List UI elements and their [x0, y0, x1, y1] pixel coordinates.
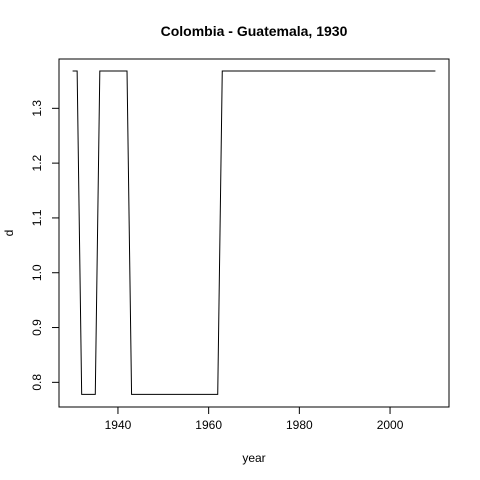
x-tick-label: 1980 [286, 418, 313, 432]
x-axis-label: year [242, 451, 265, 465]
y-tick-label: 1.0 [30, 264, 44, 281]
x-tick-label: 1940 [105, 418, 132, 432]
y-tick-label: 1.2 [30, 154, 44, 171]
y-axis: 0.8 0.9 1.0 1.1 1.2 1.3 [30, 100, 59, 391]
chart-title: Colombia - Guatemala, 1930 [161, 23, 348, 39]
y-tick-label: 0.8 [30, 374, 44, 391]
x-tick-label: 1960 [195, 418, 222, 432]
x-tick-label: 2000 [377, 418, 404, 432]
plot-frame [58, 58, 450, 408]
y-tick-label: 0.9 [30, 319, 44, 336]
y-tick-label: 1.1 [30, 209, 44, 226]
x-axis: 1940 1960 1980 2000 [105, 407, 404, 432]
series-line [72, 70, 436, 395]
y-axis-label: d [2, 230, 16, 237]
y-tick-label: 1.3 [30, 100, 44, 117]
